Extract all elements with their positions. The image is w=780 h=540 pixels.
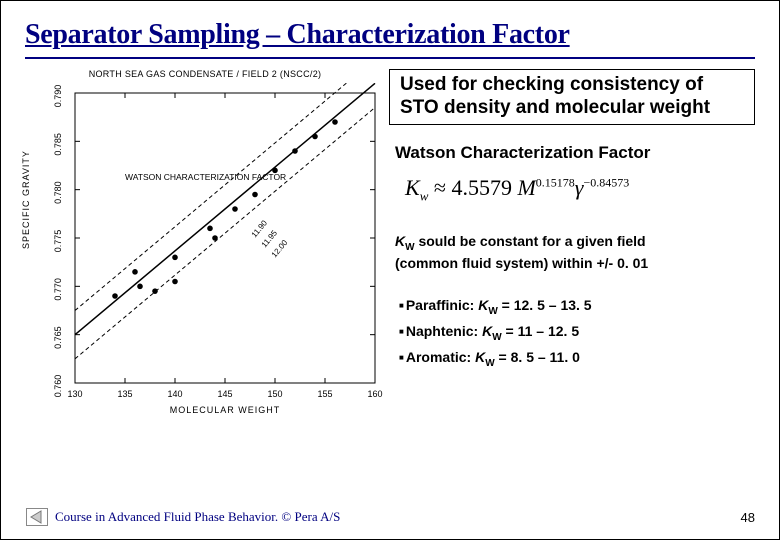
svg-text:135: 135: [117, 389, 132, 399]
slide-title: Separator Sampling – Characterization Fa…: [25, 19, 755, 51]
arrow-left-icon: [26, 508, 48, 526]
slide-frame: Separator Sampling – Characterization Fa…: [0, 0, 780, 540]
range-values: = 12. 5 – 13. 5: [498, 297, 592, 313]
left-column: NORTH SEA GAS CONDENSATE / FIELD 2 (NSCC…: [25, 69, 385, 424]
chart-title: NORTH SEA GAS CONDENSATE / FIELD 2 (NSCC…: [25, 69, 385, 79]
formula-M: M: [517, 175, 535, 200]
range-K: K: [478, 297, 488, 313]
bullet-icon: ■: [399, 301, 404, 310]
prev-button[interactable]: [25, 507, 49, 527]
watson-heading: Watson Characterization Factor: [395, 143, 755, 163]
svg-text:0.770: 0.770: [53, 278, 63, 301]
svg-text:0.785: 0.785: [53, 133, 63, 156]
svg-text:0.780: 0.780: [53, 181, 63, 204]
svg-text:0.775: 0.775: [53, 230, 63, 253]
footer-left: Course in Advanced Fluid Phase Behavior.…: [25, 507, 340, 527]
svg-text:145: 145: [217, 389, 232, 399]
range-name: Naphtenic:: [406, 323, 478, 339]
range-W: W: [492, 332, 501, 343]
svg-text:160: 160: [367, 389, 382, 399]
chart-svg: 130 135 140 145 150 155 160 0.760 0.765 0.770 0.77…: [25, 83, 385, 423]
kw-K: K: [395, 233, 405, 249]
bullet-icon: ■: [399, 353, 404, 362]
y-axis-label: SPECIFIC GRAVITY: [21, 150, 31, 249]
range-K: K: [475, 349, 485, 365]
range-item: ■Paraffinic: KW = 12. 5 – 13. 5: [399, 294, 755, 320]
svg-text:155: 155: [317, 389, 332, 399]
svg-text:MOLECULAR WEIGHT: MOLECULAR WEIGHT: [170, 405, 281, 415]
formula-K: K: [405, 175, 420, 200]
svg-text:0.790: 0.790: [53, 85, 63, 108]
scatter-chart: NORTH SEA GAS CONDENSATE / FIELD 2 (NSCC…: [25, 69, 385, 424]
range-W: W: [488, 306, 497, 317]
constant-note: KW sould be constant for a given field (…: [395, 232, 755, 272]
formula-const: 4.5579: [451, 175, 512, 200]
range-K: K: [482, 323, 492, 339]
bullet-icon: ■: [399, 327, 404, 336]
svg-text:140: 140: [167, 389, 182, 399]
used-for-box: Used for checking consistency of STO den…: [389, 69, 755, 125]
formula-w: w: [420, 188, 429, 203]
page-number: 48: [741, 510, 755, 525]
watson-formula: Kw ≈ 4.5579 M0.15178γ−0.84573: [405, 175, 755, 204]
svg-text:150: 150: [267, 389, 282, 399]
formula-approx: ≈: [434, 175, 446, 200]
range-values: = 11 – 12. 5: [502, 323, 579, 339]
footer: Course in Advanced Fluid Phase Behavior.…: [25, 507, 755, 527]
svg-text:WATSON CHARACTERIZATION FACTOR: WATSON CHARACTERIZATION FACTOR: [125, 172, 286, 182]
kw-rest1: sould be constant for a given field: [415, 233, 646, 249]
title-wrap: Separator Sampling – Characterization Fa…: [25, 19, 755, 59]
svg-text:0.760: 0.760: [53, 375, 63, 398]
range-name: Paraffinic:: [406, 297, 474, 313]
range-values: = 8. 5 – 11. 0: [495, 349, 580, 365]
course-text: Course in Advanced Fluid Phase Behavior.…: [55, 509, 340, 525]
range-list: ■Paraffinic: KW = 12. 5 – 13. 5■Naphteni…: [399, 294, 755, 371]
range-W: W: [485, 357, 494, 368]
svg-text:130: 130: [67, 389, 82, 399]
used-for-text: Used for checking consistency of STO den…: [400, 74, 744, 120]
range-item: ■Aromatic: KW = 8. 5 – 11. 0: [399, 346, 755, 372]
formula-gexp: −0.84573: [583, 175, 629, 189]
range-item: ■Naphtenic: KW = 11 – 12. 5: [399, 320, 755, 346]
kw-W: W: [405, 242, 414, 253]
svg-text:0.765: 0.765: [53, 326, 63, 349]
formula-Mexp: 0.15178: [536, 175, 575, 189]
right-column: Used for checking consistency of STO den…: [395, 69, 755, 424]
range-name: Aromatic:: [406, 349, 471, 365]
kw-line2: (common fluid system) within +/- 0. 01: [395, 255, 648, 271]
content-row: NORTH SEA GAS CONDENSATE / FIELD 2 (NSCC…: [25, 69, 755, 424]
